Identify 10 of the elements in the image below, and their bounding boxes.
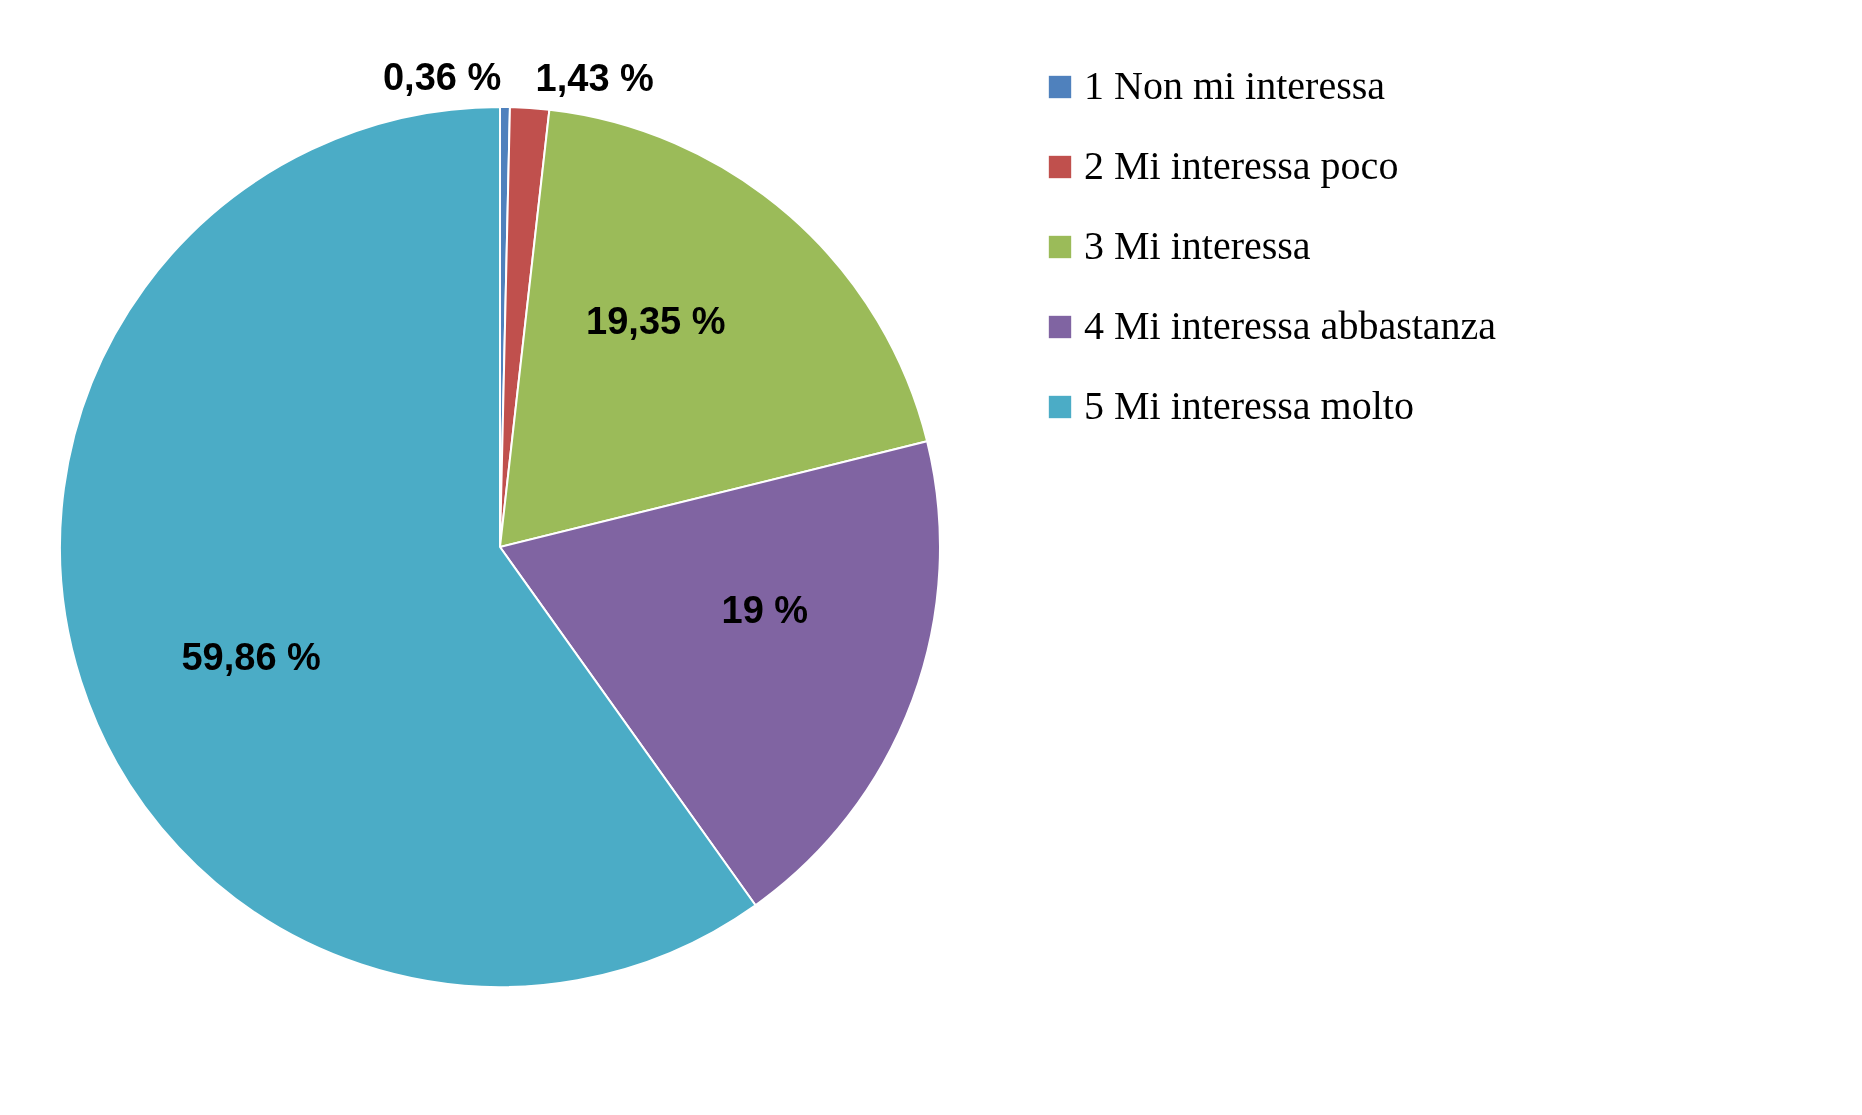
legend-label: 5 Mi interessa molto: [1084, 383, 1414, 428]
data-label: 59,86 %: [181, 635, 321, 678]
data-label: 0,36 %: [382, 56, 502, 99]
legend-label: 2 Mi interessa poco: [1084, 143, 1399, 188]
data-label: 19 %: [721, 589, 809, 632]
legend-label: 3 Mi interessa: [1084, 223, 1311, 268]
legend-label: 4 Mi interessa abbastanza: [1084, 303, 1497, 348]
data-label: 19,35 %: [586, 300, 726, 343]
data-label: 1,43 %: [535, 57, 654, 100]
legend-label: 1 Non mi interessa: [1084, 63, 1386, 108]
